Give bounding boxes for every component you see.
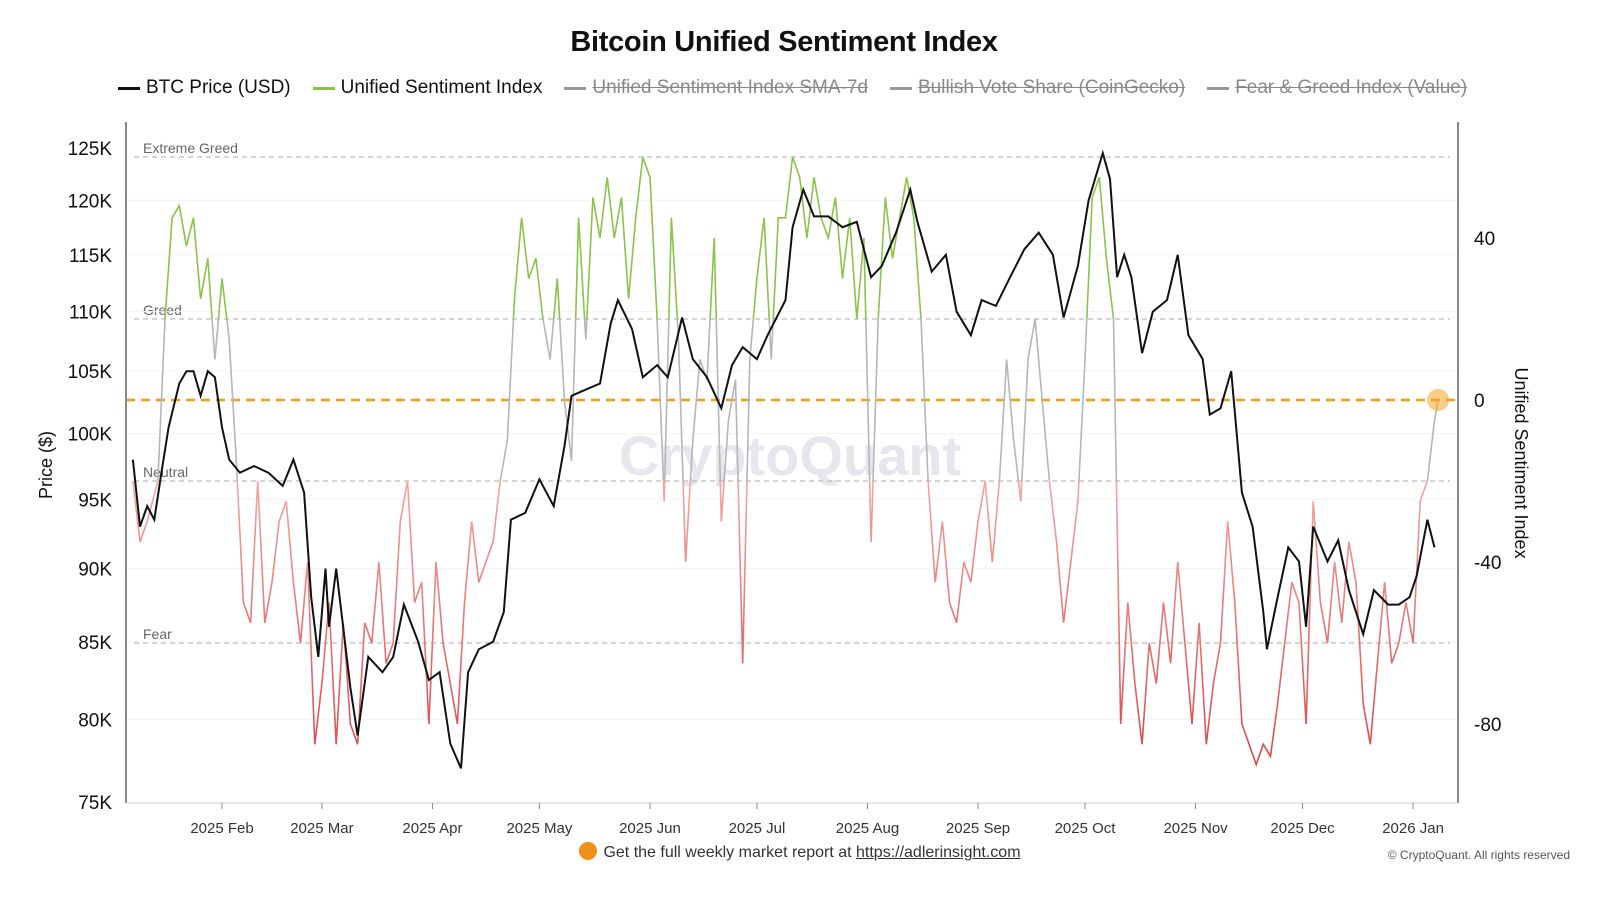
sentiment-index-line — [132, 156, 1439, 767]
y-tick-label-right: -40 — [1474, 553, 1501, 574]
x-tick-label: 2025 Mar — [290, 820, 353, 837]
legend: BTC Price (USD) Unified Sentiment Index Un… — [118, 77, 1467, 99]
x-tick-label: 2025 Feb — [190, 820, 253, 837]
y-tick-label-left: 110K — [69, 303, 112, 324]
x-tick-label: 2025 Apr — [402, 820, 462, 837]
zone-label: Greed — [143, 302, 182, 318]
footer-link[interactable]: https://adlerinsight.com — [856, 844, 1021, 861]
y-tick-label-left: 90K — [78, 560, 112, 581]
legend-label: Bullish Vote Share (CoinGecko) — [918, 77, 1186, 98]
legend-item[interactable]: Fear & Greed Index (Value) — [1207, 77, 1467, 99]
legend-swatch — [312, 86, 335, 90]
x-tick-label: 2025 Dec — [1270, 820, 1335, 837]
legend-item[interactable]: BTC Price (USD) — [118, 77, 291, 99]
legend-swatch — [1207, 86, 1230, 90]
y-tick-label-left: 80K — [78, 710, 112, 731]
x-tick-label: 2025 Jun — [619, 820, 681, 837]
y-tick-label-left: 85K — [78, 633, 112, 654]
y-axis-right-label: Unified Sentiment Index — [1511, 367, 1531, 558]
x-tick-label: 2025 Sep — [946, 820, 1010, 837]
watermark: CryptoQuant — [619, 424, 961, 487]
y-axis-left-label: Price ($) — [36, 431, 56, 499]
legend-label: Fear & Greed Index (Value) — [1235, 77, 1468, 98]
x-tick-label: 2025 Oct — [1055, 820, 1117, 837]
y-tick-label-left: 115K — [69, 246, 112, 267]
y-tick-label-left: 120K — [68, 191, 113, 212]
legend-swatch — [564, 86, 587, 90]
y-tick-label-right: -80 — [1474, 715, 1501, 736]
y-tick-label-left: 125K — [68, 139, 113, 160]
legend-swatch — [890, 86, 912, 90]
footer-text: Get the full weekly market report at — [603, 844, 856, 861]
legend-label: BTC Price (USD) — [146, 77, 291, 98]
legend-label: Unified Sentiment Index — [340, 77, 543, 98]
legend-item[interactable]: Unified Sentiment Index SMA-7d — [564, 77, 868, 99]
y-tick-label-left: 95K — [78, 490, 112, 511]
footer: Get the full weekly market report at htt… — [0, 842, 1600, 862]
x-tick-label: 2025 Nov — [1163, 820, 1228, 837]
x-tick-label: 2025 May — [506, 820, 572, 837]
zone-label: Neutral — [143, 464, 188, 480]
legend-item[interactable]: Bullish Vote Share (CoinGecko) — [890, 77, 1185, 99]
orange-circle-icon — [579, 842, 598, 860]
x-tick-label: 2025 Aug — [836, 820, 899, 837]
btc-price-line — [131, 149, 1436, 769]
legend-label: Unified Sentiment Index SMA-7d — [592, 77, 868, 98]
copyright: © CryptoQuant. All rights reserved — [1387, 848, 1570, 862]
zone-label: Extreme Greed — [143, 140, 238, 156]
zone-label: Fear — [143, 626, 172, 642]
y-tick-label-left: 75K — [78, 793, 112, 814]
latest-value-marker — [1427, 389, 1450, 411]
legend-swatch — [118, 86, 140, 90]
x-tick-label: 2025 Jul — [729, 820, 786, 837]
y-tick-label-right: 0 — [1474, 391, 1485, 412]
y-tick-label-left: 100K — [68, 425, 113, 446]
y-tick-label-left: 105K — [68, 362, 113, 383]
chart-title: Bitcoin Unified Sentiment Index — [570, 26, 998, 58]
x-tick-label: 2026 Jan — [1382, 820, 1444, 837]
y-tick-label-right: 40 — [1474, 229, 1495, 250]
legend-item[interactable]: Unified Sentiment Index — [312, 77, 543, 99]
